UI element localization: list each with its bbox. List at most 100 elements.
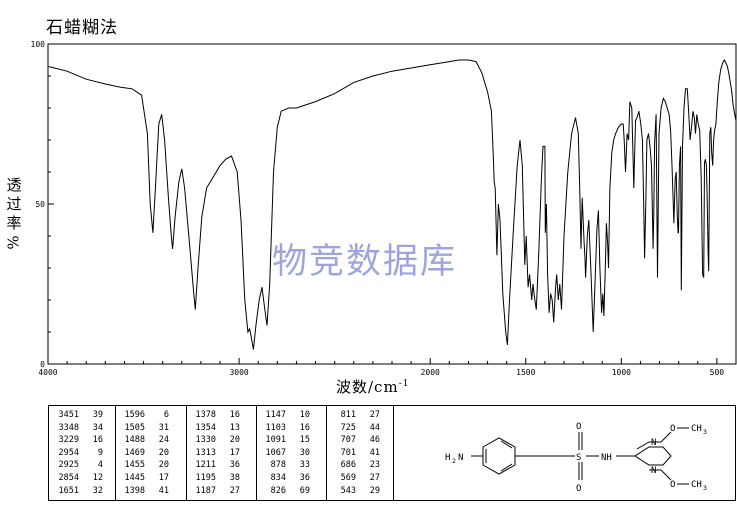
peak-transmittance: 30: [299, 447, 310, 458]
ir-spectrum-chart: 4000 3000 2000 1500 1000 500 0 50 100: [31, 40, 737, 377]
x-axis-ticks: 4000 3000 2000 1500 1000 500: [38, 358, 737, 377]
peak-transmittance: 69: [299, 485, 310, 496]
x-axis-label-text: 波数/cm: [336, 378, 399, 396]
peak-transmittance: 46: [369, 435, 380, 446]
peak-wavenumber: 686: [340, 460, 356, 471]
sulfonyl-oxygen-top: O: [576, 422, 581, 432]
plot-frame: [47, 43, 737, 365]
peak-wavenumber: 701: [340, 447, 356, 458]
peak-transmittance: 34: [92, 422, 103, 433]
methyl-top: CH: [691, 424, 702, 434]
methoxy-o-top: O: [670, 424, 675, 434]
chart-title: 石蜡糊法: [46, 18, 118, 38]
peak-table-row: 1505 31: [119, 422, 169, 435]
peak-table-column: 811 27 725 44 707 46 701 41 686 23 569 27 543 29: [330, 409, 380, 497]
peak-transmittance: 27: [229, 485, 240, 496]
watermark-text: 物竞数据库: [272, 242, 458, 282]
peak-transmittance: 27: [369, 472, 380, 483]
x-tick-label: 4000: [38, 368, 57, 377]
pyrimidine-n-top: N: [651, 438, 656, 448]
peak-transmittance: 20: [158, 447, 169, 458]
peak-wavenumber: 2925: [58, 460, 79, 471]
peak-transmittance: 24: [158, 435, 169, 446]
peak-table-row: 707 46: [330, 434, 380, 447]
peak-wavenumber: 1488: [124, 435, 145, 446]
peak-transmittance: 16: [92, 435, 103, 446]
sulfonyl-oxygen-bottom: O: [576, 484, 581, 494]
peak-transmittance: 20: [158, 460, 169, 471]
peak-wavenumber: 1067: [265, 447, 286, 458]
peak-table-row: 1398 41: [119, 485, 169, 498]
peak-table-row: 701 41: [330, 447, 380, 460]
peak-transmittance: 38: [229, 472, 240, 483]
peak-table-row: 725 44: [330, 422, 380, 435]
peak-wavenumber: 725: [340, 422, 356, 433]
peak-table-row: 1445 17: [119, 472, 169, 485]
column-divider: [326, 406, 327, 500]
peak-table-column: 1596 6 1505 31 1488 24 1469 20 1455 20 1445 17 1398 4…: [119, 409, 169, 497]
y-axis-ticks: 0 50 100: [31, 40, 54, 369]
column-divider: [393, 406, 394, 500]
amine-n: N: [458, 453, 463, 463]
peak-table-row: 2925 4: [53, 459, 103, 472]
peak-table-row: 1091 15: [260, 434, 310, 447]
peak-transmittance: 17: [158, 472, 169, 483]
benzene-ring: [482, 437, 516, 475]
column-divider: [186, 406, 187, 500]
peak-transmittance: 16: [299, 422, 310, 433]
peak-table-row: 2954 9: [53, 447, 103, 460]
peak-wavenumber: 569: [340, 472, 356, 483]
peak-wavenumber: 878: [270, 460, 286, 471]
peak-transmittance: 17: [229, 447, 240, 458]
y-tick-label: 50: [35, 200, 45, 209]
peak-table-row: 1378 16: [190, 409, 240, 422]
peak-transmittance: 4: [97, 460, 103, 471]
peak-transmittance: 20: [229, 435, 240, 446]
peak-transmittance: 6: [163, 410, 169, 420]
peak-wavenumber: 3229: [58, 435, 79, 446]
x-axis-label-superscript: -1: [398, 379, 410, 389]
sulfonamide-nh: NH: [601, 453, 612, 463]
peak-wavenumber: 3348: [58, 422, 79, 433]
peak-wavenumber: 1469: [124, 447, 145, 458]
peak-wavenumber: 826: [270, 485, 286, 496]
methyl-top-subscript: 3: [703, 428, 707, 436]
peak-table-row: 1313 17: [190, 447, 240, 460]
y-axis-label-char-2: 过: [6, 195, 22, 213]
amine-h: H: [445, 453, 450, 463]
peak-table-row: 2854 12: [53, 472, 103, 485]
y-axis-label-char-1: 透: [6, 176, 22, 194]
peak-table-row: 569 27: [330, 472, 380, 485]
peak-transmittance: 15: [299, 435, 310, 446]
y-tick-label: 100: [31, 40, 46, 49]
methyl-bottom: CH: [691, 480, 702, 490]
peak-table-row: 1330 20: [190, 434, 240, 447]
peak-wavenumber: 1596: [124, 410, 145, 420]
peak-wavenumber: 1187: [195, 485, 216, 496]
peak-transmittance: 16: [229, 410, 240, 420]
peak-table-row: 834 36: [260, 472, 310, 485]
peak-transmittance: 36: [229, 460, 240, 471]
peak-table-row: 3348 34: [53, 422, 103, 435]
peak-wavenumber: 1354: [195, 422, 216, 433]
peak-wavenumber: 1455: [124, 460, 145, 471]
peak-transmittance: 10: [299, 410, 310, 420]
peak-table-row: 811 27: [330, 409, 380, 422]
peak-table-row: 1469 20: [119, 447, 169, 460]
peak-table-column: 3451 39 3348 34 3229 16 2954 9 2925 4 2854 12 1651 32: [53, 409, 103, 497]
peak-wavenumber: 1091: [265, 435, 286, 446]
pyrimidine-n-bottom: N: [651, 466, 656, 476]
peak-wavenumber: 1211: [195, 460, 216, 471]
peak-wavenumber: 543: [340, 485, 356, 496]
column-divider: [256, 406, 257, 500]
column-divider: [115, 406, 116, 500]
peak-transmittance: 41: [369, 447, 380, 458]
peak-wavenumber: 1505: [124, 422, 145, 433]
peak-table-row: 543 29: [330, 485, 380, 498]
y-tick-label: 0: [40, 360, 45, 369]
peak-table-row: 1211 36: [190, 459, 240, 472]
peak-transmittance: 13: [229, 422, 240, 433]
peak-wavenumber: 707: [340, 435, 356, 446]
peak-wavenumber: 1147: [265, 410, 286, 420]
peak-table-row: 878 33: [260, 459, 310, 472]
